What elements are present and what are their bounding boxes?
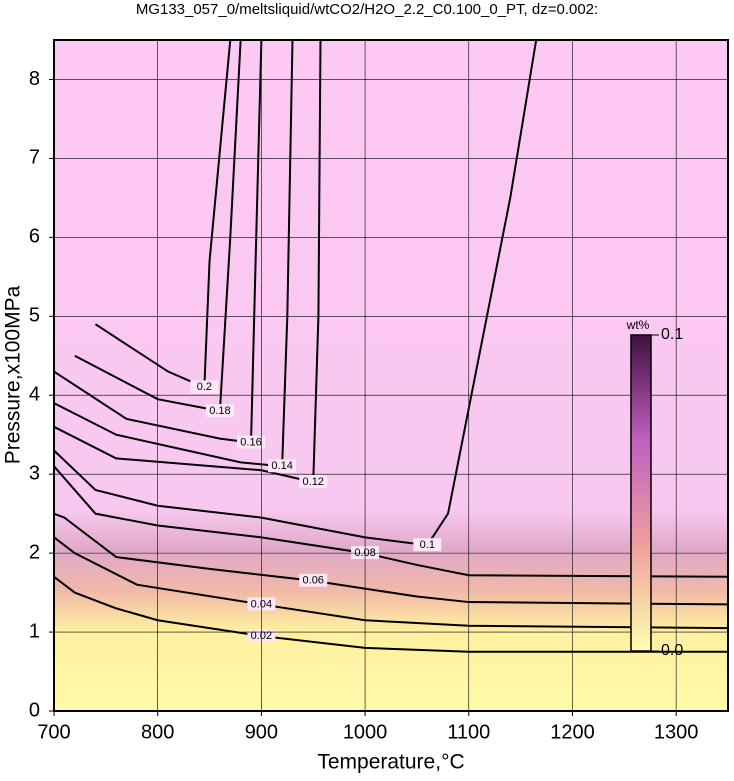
contour-label: 0.06 — [303, 575, 324, 587]
contour-label: 0.14 — [271, 460, 292, 472]
y-tick-label: 5 — [29, 305, 40, 327]
contour-label-bg — [190, 380, 219, 394]
x-tick-label: 1200 — [550, 721, 595, 743]
plot-background — [54, 40, 728, 711]
contour-label-bg — [299, 475, 328, 489]
contour-label-bg — [299, 573, 328, 587]
colorbar-tick-label: 0.0 — [661, 642, 683, 659]
contour-label-bg — [205, 404, 234, 418]
x-axis-label: Temperature,°C — [317, 751, 464, 774]
y-tick-label: 6 — [29, 226, 40, 248]
y-tick-label: 2 — [29, 541, 40, 563]
contour-label-bg — [237, 435, 266, 449]
x-tick-label: 800 — [141, 721, 174, 743]
contour-line — [53, 39, 263, 444]
contour-line — [53, 465, 729, 578]
y-tick-label: 8 — [29, 68, 40, 90]
chart-title: MG133_057_0/meltsliquid/wtCO2/H2O_2.2_C0… — [136, 1, 598, 18]
y-tick-label: 1 — [29, 620, 40, 642]
contour-label: 0.18 — [209, 405, 230, 417]
colorbar — [630, 334, 652, 652]
plot-frame — [53, 39, 729, 712]
y-tick-label: 4 — [29, 384, 40, 406]
x-tick-label: 1100 — [447, 721, 490, 743]
y-axis-label: Pressure,x100MPa — [2, 285, 25, 464]
contour-label: 0.12 — [303, 476, 324, 488]
x-tick-label: 700 — [37, 721, 70, 743]
y-tick-label: 3 — [29, 462, 40, 484]
contour-label: 0.1 — [420, 539, 435, 551]
x-tick-label: 1300 — [654, 721, 699, 743]
contour-label-bg — [413, 538, 442, 552]
contour-label-bg — [268, 459, 297, 473]
y-tick-label: 7 — [29, 147, 40, 169]
contour-line — [53, 39, 538, 547]
contour-label: 0.16 — [240, 437, 261, 449]
contour-label: 0.2 — [197, 381, 212, 393]
x-tick-label: 900 — [245, 721, 278, 743]
contour-line — [53, 576, 728, 653]
colorbar-label: wt% — [626, 318, 650, 332]
y-tick-label: 0 — [29, 699, 40, 721]
x-tick-label: 1000 — [343, 721, 388, 743]
contour-line — [53, 39, 322, 484]
colorbar-tick-label: 0.1 — [661, 326, 683, 343]
